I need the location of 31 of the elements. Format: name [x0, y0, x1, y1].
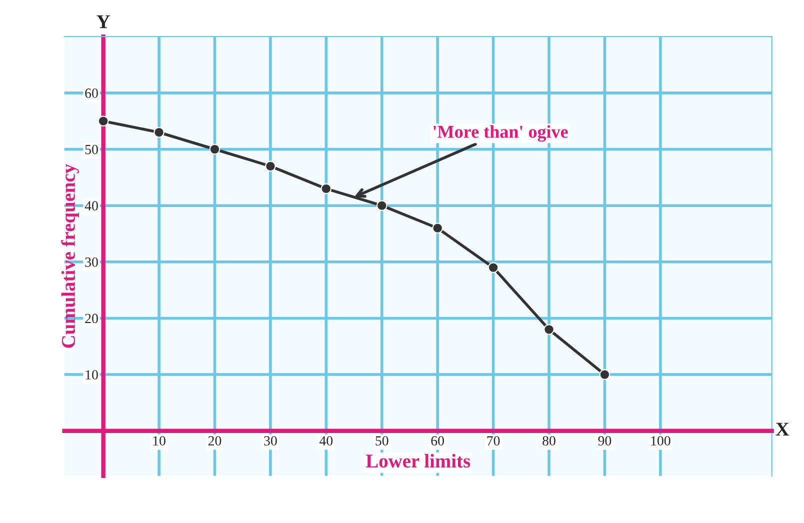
x-axis-title: Lower limits	[366, 454, 470, 468]
x-tick-label: 80	[542, 436, 556, 446]
text: X	[776, 422, 790, 436]
x-tick-label: 60	[431, 436, 444, 446]
x-tick-label: 30	[264, 436, 277, 446]
x-tick-label: 50	[376, 436, 388, 446]
text: Y	[96, 15, 110, 28]
point	[432, 222, 443, 234]
point	[209, 144, 220, 155]
y-tick-label: 20	[85, 314, 98, 324]
point	[488, 262, 499, 273]
point	[98, 116, 109, 126]
x-tick-label: 100	[651, 436, 670, 446]
point	[544, 324, 554, 335]
x-tick-label: 20	[208, 436, 222, 446]
point	[320, 183, 332, 194]
point	[265, 160, 276, 172]
y-tick-label: 40	[84, 201, 98, 211]
point	[154, 126, 164, 138]
annotation: 'More than' ogive	[434, 125, 568, 142]
x-tick-label: 90	[598, 436, 612, 446]
y-axis-title: Cumulative frequency	[61, 164, 80, 348]
y-tick-label: 30	[85, 257, 98, 267]
y-tick-label: 10	[86, 370, 98, 380]
point	[599, 369, 610, 380]
y-tick-label: 50	[85, 144, 98, 154]
x-tick-label: 40	[319, 436, 333, 446]
point	[376, 200, 388, 211]
x-tick-label: 70	[487, 436, 500, 446]
x-tick-label: 10	[153, 436, 166, 446]
y-tick-label: 60	[85, 88, 98, 98]
